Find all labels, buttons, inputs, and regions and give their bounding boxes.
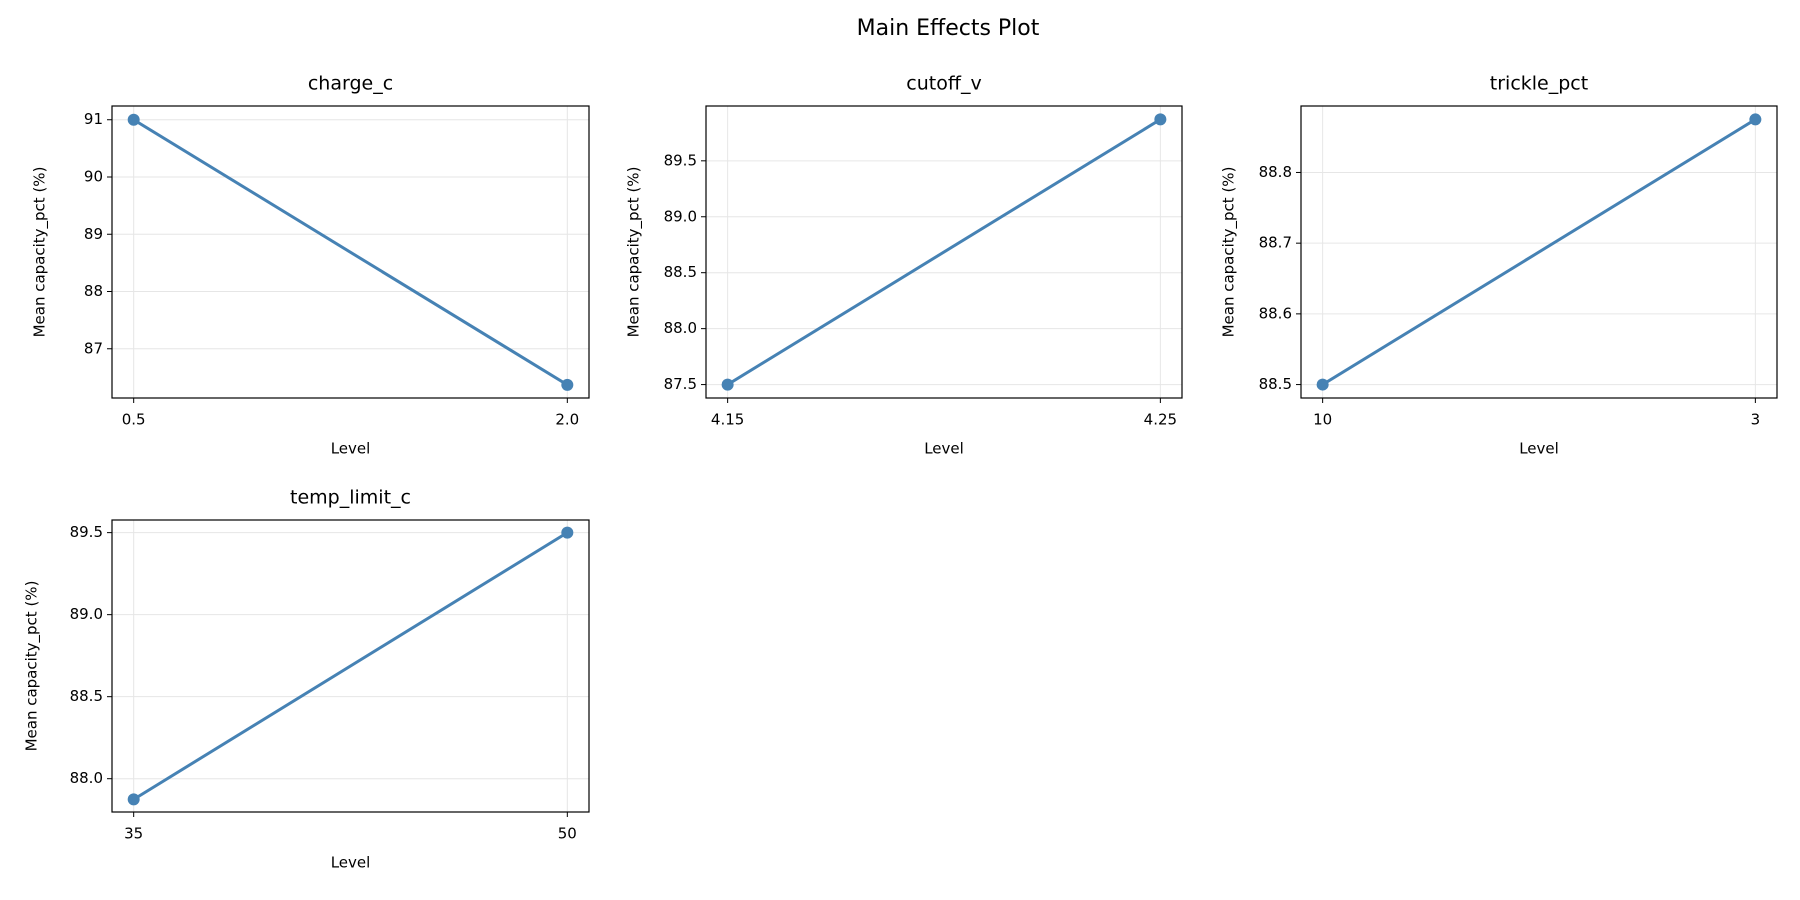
x-tick-label: 4.25 [1144,411,1177,429]
y-tick-label: 88 [84,282,103,300]
line [726,118,1162,386]
y-tick-label: 91 [84,110,103,128]
subplot-title: charge_c [308,73,393,95]
marker [1749,113,1762,126]
marker [721,378,734,391]
line [132,118,569,387]
line [132,531,569,801]
y-tick-label: 87.5 [664,375,697,393]
subplot-title: cutoff_v [906,73,981,95]
y-tick-label: 88.0 [664,319,697,337]
y-tick-label: 87 [84,339,103,357]
y-tick-label: 88.5 [1259,375,1292,393]
y-tick-label: 89.0 [70,605,103,623]
x-tick-label: 4.15 [711,411,744,429]
y-tick-label: 89.5 [70,523,103,541]
y-tick-label: 88.6 [1259,304,1292,322]
y-tick-label: 88.5 [664,263,697,281]
y-axis-label: Mean capacity_pct (%) [625,167,644,338]
y-axis-label: Mean capacity_pct (%) [23,581,42,752]
y-tick-label: 89.0 [664,207,697,225]
x-tick-label: 50 [558,825,577,843]
plot-frame [705,105,1183,399]
x-tick-label: 0.5 [122,411,146,429]
x-tick-label: 3 [1751,411,1761,429]
y-tick-label: 88.8 [1259,163,1292,181]
marker [127,793,140,806]
plot-frame [111,519,590,813]
x-axis-label: Level [1519,440,1559,458]
figure-title: Main Effects Plot [857,16,1040,41]
x-axis-label: Level [331,854,371,872]
y-tick-label: 88.7 [1259,234,1292,252]
subplot-title: temp_limit_c [290,487,411,509]
y-axis-label: Mean capacity_pct (%) [31,167,50,338]
x-tick-label: 2.0 [555,411,579,429]
marker [1154,113,1167,126]
marker [1316,378,1329,391]
y-tick-label: 89 [84,225,103,243]
y-tick-label: 88.5 [70,687,103,705]
marker [561,526,574,539]
y-tick-label: 89.5 [664,151,697,169]
plot-frame [111,105,590,399]
y-axis-label: Mean capacity_pct (%) [1220,167,1239,338]
y-tick-label: 90 [84,167,103,185]
plot-frame [1300,105,1778,399]
marker [127,113,140,126]
x-axis-label: Level [331,440,371,458]
y-tick-label: 88.0 [70,769,103,787]
x-axis-label: Level [924,440,964,458]
x-tick-label: 10 [1313,411,1332,429]
subplot-title: trickle_pct [1490,73,1588,95]
x-tick-label: 35 [124,825,143,843]
line [1321,118,1757,386]
marker [561,378,574,391]
